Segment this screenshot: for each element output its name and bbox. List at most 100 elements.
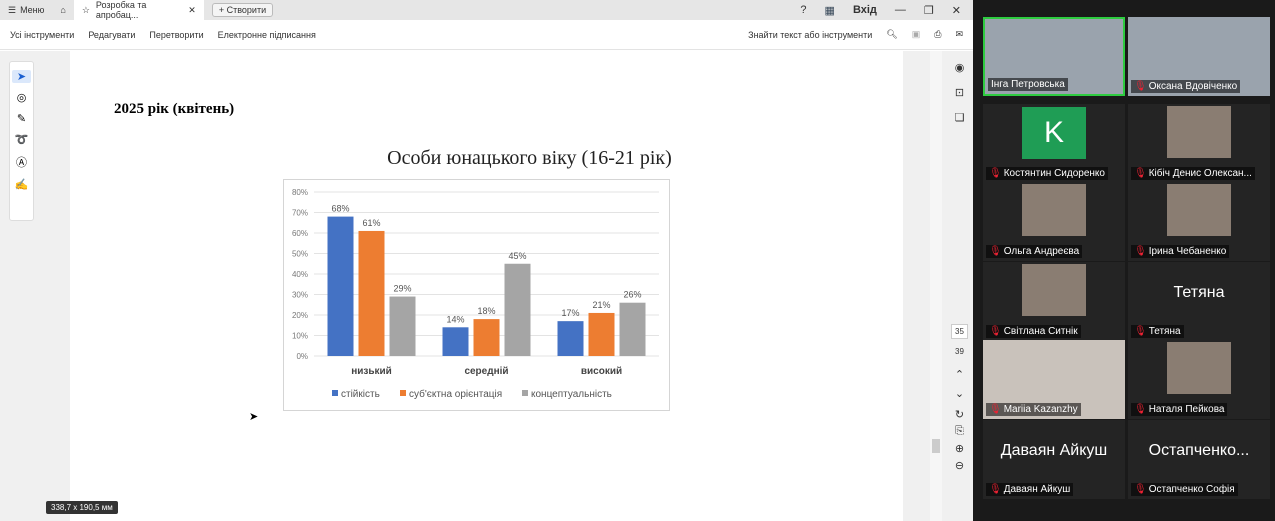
mail-icon[interactable]: ✉ <box>955 29 963 39</box>
pdf-page: 2025 рік (квітень) Особи юнацького віку … <box>70 51 903 521</box>
menu-convert[interactable]: Перетворити <box>149 29 204 40</box>
mic-muted-icon: 🎙︎ <box>989 404 1002 415</box>
data-label: 21% <box>592 300 610 310</box>
participant-name: 🎙︎ Mariia Kazanzhy <box>986 403 1081 416</box>
page-heading: 2025 рік (квітень) <box>114 101 235 117</box>
legend-label: стійкість <box>341 389 380 400</box>
menu-button[interactable]: ☰ Меню <box>0 0 52 20</box>
participant-name-text: Mariia Kazanzhy <box>1003 404 1078 415</box>
chart-title: Особи юнацького віку (16-21 рік) <box>387 147 672 169</box>
y-tick-label: 60% <box>292 229 308 238</box>
participant-tile[interactable]: Тетяна 🎙︎ Тетяна <box>1128 262 1270 341</box>
participant-tile[interactable]: Остапченко... 🎙︎ Остапченко Софія <box>1128 420 1270 499</box>
rotate-icon[interactable]: ↻ <box>954 409 965 421</box>
avatar: K <box>1022 107 1086 159</box>
participant-video <box>1167 342 1231 394</box>
pen-icon[interactable]: ✎ <box>16 113 27 125</box>
apps-icon[interactable]: ▦ <box>824 4 835 17</box>
chart: 0% 10% 20% 30% 40% 50% 60% 70% 80% 68% 61% 29% низьк… <box>283 179 670 411</box>
participant-name-text: Костянтин Сидоренко <box>1003 168 1105 179</box>
mic-muted-icon: 🎙︎ <box>1134 404 1147 415</box>
y-tick-label: 0% <box>296 352 308 361</box>
current-page[interactable]: 35 <box>951 324 968 339</box>
login-button[interactable]: Вхід <box>852 4 877 16</box>
participant-name: 🎙︎ Остапченко Софія <box>1131 483 1238 496</box>
participant-name: 🎙︎ Наталя Пейкова <box>1131 403 1228 416</box>
y-tick-label: 70% <box>292 209 308 218</box>
participant-display-name: Даваян Айкуш <box>1000 442 1108 459</box>
zoom-in-icon[interactable]: ⊕ <box>954 443 965 455</box>
close-tab-icon[interactable]: ✕ <box>188 4 196 15</box>
participant-display-name: Тетяна <box>1173 284 1225 301</box>
y-tick-label: 30% <box>292 291 308 300</box>
extract-icon[interactable]: ⎘ <box>955 425 964 437</box>
scroll-thumb[interactable] <box>932 439 940 453</box>
participant-tile[interactable]: 🎙︎ Світлана Ситнік <box>983 262 1125 341</box>
mic-muted-icon: 🎙︎ <box>1134 246 1147 257</box>
participant-tile[interactable]: 🎙︎ Ольга Андреєва <box>983 182 1125 261</box>
y-tick-label: 10% <box>292 332 308 341</box>
participant-tile[interactable]: Даваян Айкуш 🎙︎ Даваян Айкуш <box>983 420 1125 499</box>
ai-icon[interactable]: ◉ <box>954 62 965 74</box>
mic-muted-icon: 🎙︎ <box>989 326 1002 337</box>
search-icon[interactable]: 🔍︎ <box>886 29 898 39</box>
sign-icon[interactable]: ✍ <box>14 179 29 191</box>
save-icon[interactable]: ▣ <box>911 29 921 39</box>
participant-tile[interactable]: 🎙︎ Mariia Kazanzhy <box>983 340 1125 419</box>
y-tick-label: 20% <box>292 311 308 320</box>
menu-edit[interactable]: Редагувати <box>88 29 136 40</box>
scrollbar[interactable] <box>930 51 942 521</box>
menu-all-tools[interactable]: Усі інструменти <box>10 29 75 40</box>
menu-bar: Усі інструменти Редагувати Перетворити Е… <box>0 20 973 50</box>
mic-muted-icon: 🎙︎ <box>989 484 1002 495</box>
participant-display-name: Остапченко... <box>1148 442 1250 459</box>
home-button[interactable]: ⌂ <box>52 0 73 20</box>
page-down-icon[interactable]: ⌄ <box>954 388 965 400</box>
mic-muted-icon: 🎙︎ <box>989 168 1002 179</box>
left-toolbar: ➤ ◎ ✎ ➰ Ⓐ ✍ <box>9 61 34 221</box>
bar <box>588 312 615 356</box>
bookmark-icon[interactable]: ⊡ <box>954 87 965 99</box>
help-icon[interactable]: ? <box>800 4 807 16</box>
bar <box>389 296 416 356</box>
y-tick-label: 80% <box>292 188 308 197</box>
participant-name-text: Оксана Вдовіченко <box>1148 81 1238 92</box>
pages-icon[interactable]: ❏ <box>954 112 965 124</box>
tab-title: Розробка та апробац... <box>95 0 147 20</box>
close-icon[interactable]: ✕ <box>951 4 961 17</box>
minimize-icon[interactable]: — <box>894 4 906 16</box>
bar <box>473 319 500 356</box>
print-icon[interactable]: ⎙ <box>934 29 942 39</box>
comment-icon[interactable]: ◎ <box>16 92 27 104</box>
menu-label: Меню <box>20 5 45 15</box>
participant-tile[interactable]: 🎙︎ Оксана Вдовіченко <box>1128 17 1270 96</box>
page-size-status: 338,7 x 190,5 мм <box>46 501 118 514</box>
create-button[interactable]: + Створити <box>211 3 274 17</box>
participant-name-text: Остапченко Софія <box>1148 484 1235 495</box>
cursor-icon[interactable]: ➤ <box>12 70 31 83</box>
menu-e-sign[interactable]: Електронне підписання <box>217 29 316 40</box>
bar <box>557 321 584 356</box>
participant-tile[interactable]: Інга Петровська <box>983 17 1125 96</box>
document-area: ➤ ◎ ✎ ➰ Ⓐ ✍ 2025 рік (квітень) Особи юна… <box>0 51 973 521</box>
participant-tile[interactable]: K 🎙︎ Костянтин Сидоренко <box>983 104 1125 183</box>
bar <box>358 230 385 356</box>
text-select-icon[interactable]: Ⓐ <box>16 157 27 169</box>
data-label: 68% <box>331 204 349 214</box>
tab-document[interactable]: ☆ Розробка та апробац... ✕ <box>73 0 204 20</box>
participant-tile[interactable]: 🎙︎ Кібіч Денис Олексан... <box>1128 104 1270 183</box>
legend-swatch <box>522 390 528 396</box>
maximize-icon[interactable]: ❐ <box>923 4 934 17</box>
lasso-icon[interactable]: ➰ <box>14 134 29 146</box>
tab-bar: ☰ Меню ⌂ ☆ Розробка та апробац... ✕ + Створ… <box>0 0 973 20</box>
data-label: 61% <box>362 218 380 228</box>
zoom-out-icon[interactable]: ⊖ <box>954 460 965 472</box>
search-tools[interactable]: Знайти текст або інструменти <box>748 29 873 40</box>
page-up-icon[interactable]: ⌃ <box>954 369 965 381</box>
participant-tile[interactable]: 🎙︎ Ірина Чебаненко <box>1128 182 1270 261</box>
participant-tile[interactable]: 🎙︎ Наталя Пейкова <box>1128 340 1270 419</box>
participant-name: 🎙︎ Ірина Чебаненко <box>1131 245 1230 258</box>
participant-name-text: Даваян Айкуш <box>1003 484 1071 495</box>
mic-muted-icon: 🎙︎ <box>1134 326 1147 337</box>
create-label: Створити <box>226 5 267 15</box>
